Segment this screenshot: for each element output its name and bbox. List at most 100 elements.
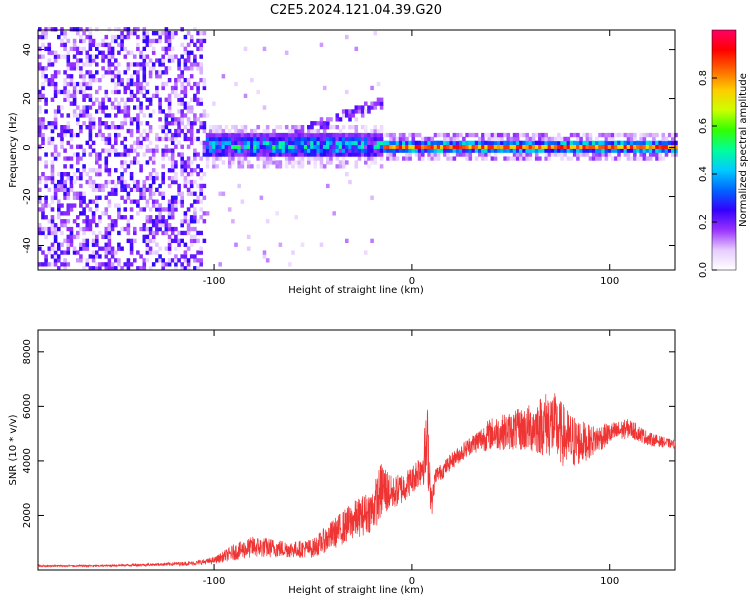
- spectrogram-cell: [53, 152, 58, 157]
- spectrogram-cell: [76, 132, 80, 138]
- spectrogram-cell: [652, 136, 656, 142]
- spectrogram-cell: [297, 136, 302, 142]
- spectrogram-cell: [231, 140, 235, 146]
- spectrogram-cell: [60, 105, 64, 110]
- spectrogram-cell: [234, 140, 238, 146]
- spectrogram-cell: [620, 132, 624, 138]
- spectrogram-cell: [253, 128, 257, 134]
- spectrogram-cell: [170, 34, 175, 40]
- spectrogram-cell: [170, 203, 175, 208]
- spectrogram-cell: [367, 140, 371, 146]
- spectrogram-cell: [414, 152, 419, 157]
- spectrogram-cell: [101, 136, 105, 142]
- spectrogram-cell: [430, 140, 435, 146]
- spectrogram-cell: [177, 97, 181, 102]
- spectrogram-cell: [57, 215, 61, 220]
- spectrogram-cell: [272, 140, 276, 146]
- spectrogram-cell: [142, 187, 147, 193]
- spectrogram-cell: [88, 179, 93, 185]
- spectrogram-cell: [506, 144, 511, 149]
- spectrogram-cell: [354, 160, 359, 165]
- spectrogram-cell: [335, 113, 340, 118]
- spectrogram-cell: [129, 148, 134, 153]
- spectrogram-cell: [193, 219, 197, 224]
- spectrogram-cell: [180, 42, 184, 48]
- spectrogram-cell: [405, 148, 409, 153]
- spectrogram-cell: [167, 31, 172, 36]
- spectrogram-cell: [224, 140, 229, 146]
- spectrogram-cell: [588, 136, 593, 142]
- spectrogram-cell: [240, 152, 245, 157]
- spectrogram-cell: [161, 219, 165, 224]
- spectrogram-cell: [126, 258, 131, 263]
- spectrogram-cell: [69, 66, 74, 71]
- spectrogram-cell: [544, 140, 548, 146]
- spectrogram-cell: [360, 109, 365, 114]
- spectrogram-cell: [338, 152, 343, 157]
- spectrogram-cell: [120, 42, 124, 48]
- spectrogram-cell: [88, 136, 93, 142]
- spectrogram-cell: [208, 128, 213, 134]
- spectrogram-cell: [215, 164, 219, 169]
- spectrogram-cell: [446, 132, 450, 138]
- spectrogram-cell: [170, 207, 175, 212]
- spectrogram-cell: [110, 105, 115, 110]
- spectrogram-cell: [136, 125, 140, 130]
- spectrogram-cell: [433, 144, 438, 149]
- spectrogram-cell: [180, 219, 184, 224]
- spectrogram-cell: [180, 223, 184, 228]
- spectrogram-cell: [53, 258, 58, 263]
- spectrogram-cell: [310, 132, 314, 138]
- spectrogram-cell: [57, 203, 61, 208]
- spectrogram-cell: [402, 140, 406, 146]
- spectrogram-cell: [88, 85, 93, 91]
- spectrogram-cell: [183, 46, 188, 52]
- spectrogram-cell: [392, 148, 397, 153]
- spectrogram-cell: [357, 140, 362, 146]
- spectrogram-cell: [95, 62, 99, 67]
- spectrogram-cell: [500, 132, 504, 138]
- spectrogram-cell: [487, 132, 492, 138]
- spectrogram-cell: [107, 132, 112, 138]
- spectrogram-cell: [79, 156, 83, 161]
- spectrogram-cell: [136, 121, 140, 126]
- spectrogram-cell: [110, 187, 115, 193]
- spectrogram-cell: [164, 136, 169, 142]
- spectrogram-cell: [136, 113, 140, 118]
- spectrogram-cell: [155, 203, 159, 208]
- spectrogram-cell: [576, 144, 580, 149]
- spectrogram-cell: [218, 191, 222, 196]
- spectrogram-cell: [139, 62, 143, 67]
- spectrogram-cell: [41, 172, 45, 177]
- spectrogram-cell: [133, 230, 137, 236]
- spectrogram-cell: [145, 62, 150, 67]
- spectrogram-cell: [449, 156, 454, 161]
- spectrogram-cell: [66, 191, 71, 196]
- spectrogram-cell: [275, 132, 279, 138]
- spectrogram-cell: [76, 50, 80, 55]
- spectrogram-cell: [79, 254, 83, 259]
- spectrogram-cell: [326, 132, 330, 138]
- spectrogram-cell: [145, 38, 150, 44]
- spectrogram-cell: [88, 58, 93, 63]
- spectrogram-cell: [487, 152, 492, 157]
- spectrogram-cell: [158, 38, 162, 44]
- spectrogram-cell: [85, 140, 90, 146]
- spectrogram-cell: [139, 50, 143, 55]
- spectrogram-cell: [262, 136, 267, 142]
- spectrogram-cell: [170, 121, 175, 126]
- spectrogram-cell: [215, 136, 219, 142]
- spectrogram-cell: [310, 152, 314, 157]
- spectrogram-cell: [208, 136, 213, 142]
- spectrogram-cell: [281, 144, 286, 149]
- spectrogram-cell: [41, 207, 45, 212]
- spectrogram-cell: [237, 128, 241, 134]
- spectrogram-cell: [193, 266, 197, 271]
- spectrogram-cell: [215, 148, 219, 153]
- spectrogram-cell: [212, 148, 216, 153]
- spectrogram-cell: [126, 34, 131, 40]
- spectrogram-cell: [63, 156, 67, 161]
- spectrogram-cell: [174, 246, 178, 251]
- spectrogram-cell: [648, 132, 653, 138]
- spectrogram-cell: [193, 156, 197, 161]
